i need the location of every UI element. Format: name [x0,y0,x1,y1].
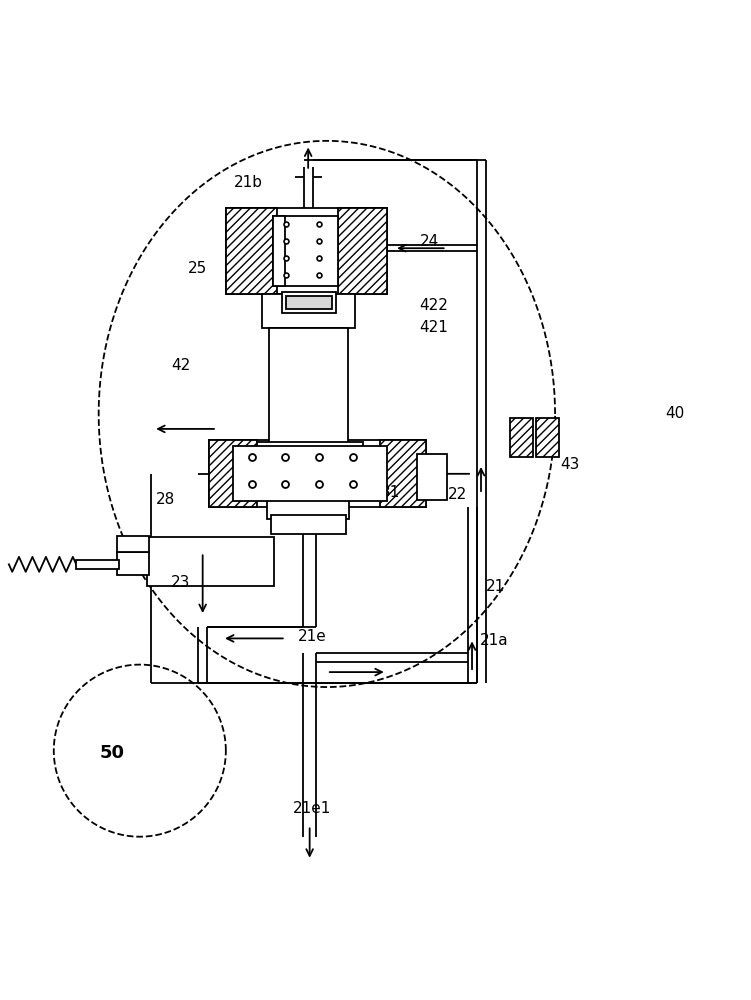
Bar [380,440,427,507]
Bar [267,459,349,519]
Bar [282,292,336,313]
Bar [234,446,387,501]
Bar [210,440,257,507]
Text: 50: 50 [100,744,125,762]
Bar [273,216,285,286]
Bar [273,216,338,286]
Text: 43: 43 [560,457,580,472]
Bar [262,294,355,328]
Bar [226,208,277,294]
Bar [536,418,559,457]
Bar [117,536,149,552]
Bar [117,552,149,575]
Bar [510,418,532,457]
Text: 25: 25 [188,261,207,276]
Text: 24: 24 [420,234,439,249]
Bar [76,560,119,569]
Text: 421: 421 [419,320,448,335]
Text: 422: 422 [419,298,448,313]
Text: 31: 31 [381,485,400,500]
Text: 21b: 21b [234,175,263,190]
Bar [271,515,345,534]
Text: 22: 22 [448,487,467,502]
Text: 42: 42 [171,358,191,373]
Bar [270,328,348,444]
Bar [417,454,447,500]
Text: 23: 23 [171,575,191,590]
Text: 21e: 21e [297,629,326,644]
Bar [147,537,274,586]
Text: 21a: 21a [479,633,508,648]
Bar [255,442,363,461]
Text: 28: 28 [156,492,176,508]
Bar [339,208,387,294]
Bar [226,208,387,294]
Text: 21e1: 21e1 [293,801,331,816]
Text: 41: 41 [322,487,342,502]
Text: 40: 40 [665,406,684,421]
Text: 21: 21 [486,579,505,594]
Bar [285,296,332,309]
Bar [210,440,427,507]
